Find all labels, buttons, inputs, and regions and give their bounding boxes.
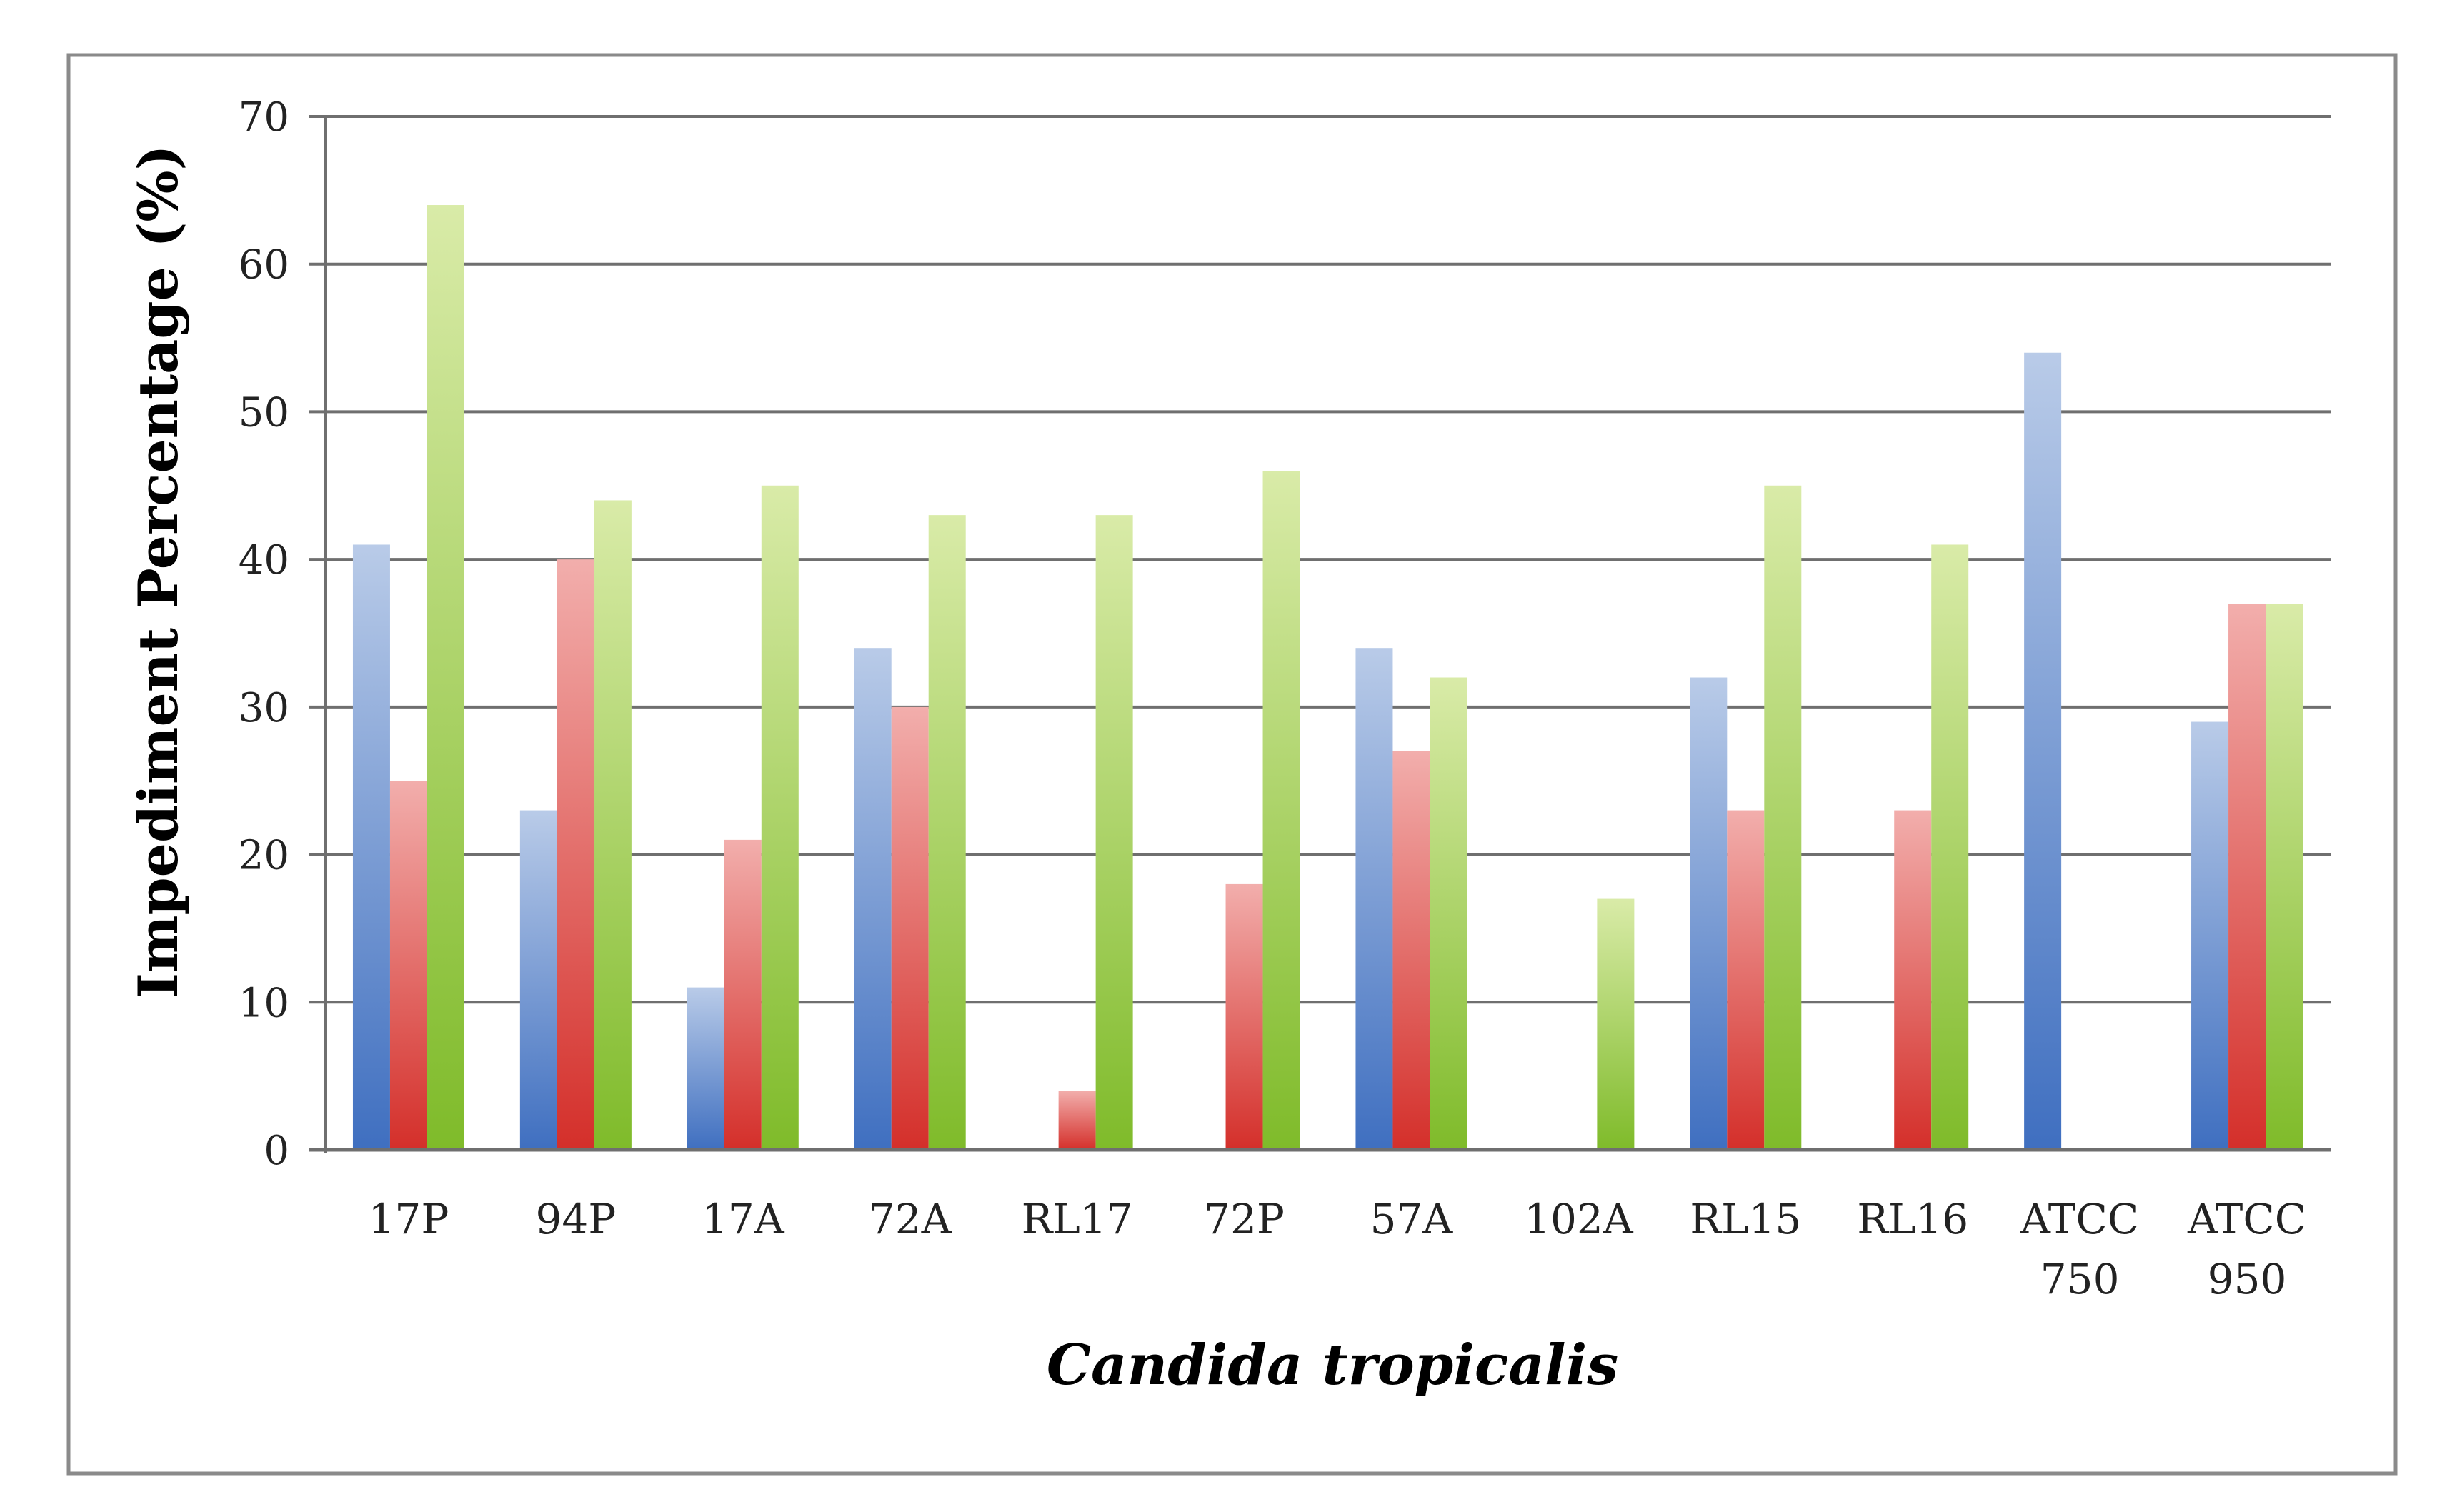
bar-rl16-series-2: [1894, 810, 1932, 1150]
bar-atcc-750-series-1: [2024, 352, 2062, 1150]
bar-17a-series-1: [687, 987, 724, 1150]
bar-94p-series-2: [557, 559, 594, 1150]
bar-rl15-series-2: [1727, 810, 1765, 1150]
bar-94p-series-3: [594, 500, 632, 1150]
x-tick-label: 750: [2040, 1255, 2120, 1303]
bars: [352, 205, 2303, 1150]
bar-57a-series-1: [1355, 648, 1393, 1150]
x-tick-label: RL16: [1857, 1195, 1968, 1243]
bar-17p-series-3: [427, 205, 464, 1150]
y-tick-label: 60: [239, 242, 289, 289]
bar-17p-series-1: [352, 544, 390, 1150]
x-tick-labels: 17P 94P 17A 72A RL17 72P 57A 102A RL15 RL16 ATCC 75…: [369, 1195, 2307, 1303]
bar-72a-series-2: [891, 706, 929, 1150]
bar-rl17-series-3: [1095, 515, 1133, 1150]
y-tick-label: 10: [239, 980, 289, 1026]
bar-17p-series-2: [389, 781, 427, 1150]
x-tick-label: 102A: [1524, 1195, 1634, 1243]
x-axis-title: Candida tropicalis: [1047, 1333, 1618, 1398]
x-tick-label: 57A: [1370, 1195, 1454, 1243]
y-tick-label: 50: [239, 389, 289, 436]
bar-57a-series-3: [1430, 677, 1467, 1150]
x-tick-label: 950: [2208, 1255, 2287, 1303]
axes: [309, 116, 2331, 1153]
y-axis-title: Impediment Percentage (%): [126, 145, 190, 998]
y-tick-label: 20: [239, 833, 289, 879]
y-tick-label: 70: [239, 94, 289, 141]
bar-72a-series-1: [854, 648, 892, 1150]
bar-atcc-950-series-2: [2228, 604, 2266, 1150]
bar-rl15-series-3: [1764, 485, 1802, 1150]
x-tick-label: RL17: [1022, 1195, 1133, 1243]
x-tick-label: RL15: [1690, 1195, 1801, 1243]
bar-atcc-950-series-1: [2191, 721, 2229, 1150]
x-tick-label: 94P: [535, 1195, 616, 1243]
bar-72a-series-3: [928, 515, 966, 1150]
bar-57a-series-2: [1392, 751, 1430, 1150]
y-tick-label: 40: [239, 537, 289, 584]
x-tick-label: 72A: [869, 1195, 952, 1243]
y-tick-label: 0: [264, 1128, 289, 1174]
bar-72p-series-2: [1225, 883, 1263, 1150]
x-tick-label: ATCC: [2020, 1195, 2139, 1243]
gridlines: [309, 115, 2331, 1004]
x-tick-label: ATCC: [2187, 1195, 2306, 1243]
bar-72p-series-3: [1262, 471, 1300, 1150]
x-tick-label: 17A: [702, 1195, 785, 1243]
bar-rl16-series-3: [1931, 544, 1969, 1150]
y-tick-labels: 0 10 20 30 40 50 60 70: [239, 94, 289, 1174]
x-tick-label: 72P: [1204, 1195, 1285, 1243]
bar-17a-series-2: [724, 839, 762, 1150]
bar-rl17-series-2: [1058, 1091, 1096, 1150]
bar-94p-series-1: [519, 810, 557, 1150]
bar-rl15-series-1: [1690, 677, 1728, 1150]
y-tick-label: 30: [239, 685, 289, 731]
bar-102a-series-3: [1597, 898, 1635, 1150]
bar-atcc-950-series-3: [2266, 604, 2303, 1150]
x-tick-label: 17P: [369, 1195, 449, 1243]
bar-17a-series-3: [761, 485, 799, 1150]
